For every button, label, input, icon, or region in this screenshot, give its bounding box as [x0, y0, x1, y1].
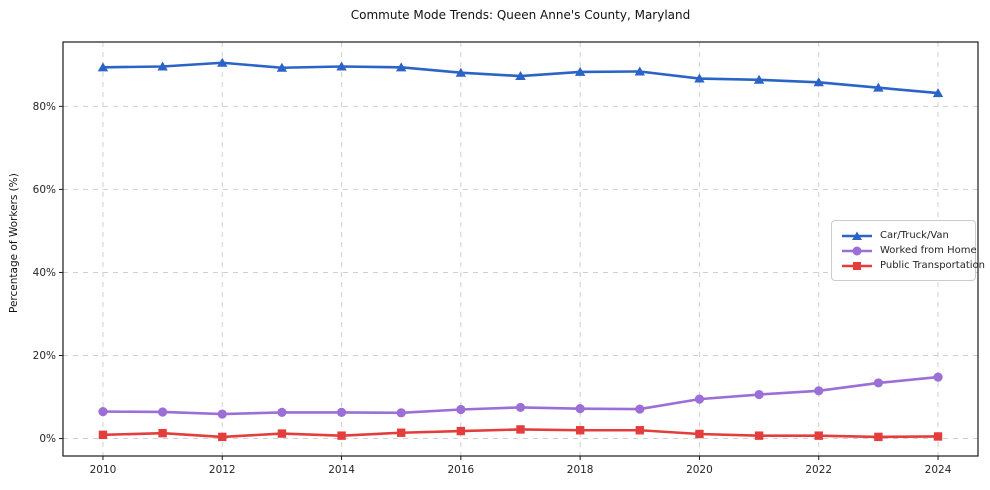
triangle-legend-marker-icon — [842, 231, 872, 240]
data-point-triangle — [396, 62, 407, 72]
data-point-circle — [575, 404, 585, 414]
data-point-square — [635, 426, 644, 435]
data-point-square — [98, 430, 108, 440]
legend-entry: Public Transportation — [841, 258, 985, 273]
x-tick-label: 2024 — [925, 464, 952, 476]
y-tick-label: 80% — [33, 101, 56, 113]
data-point-triangle — [634, 66, 645, 76]
data-point-square — [158, 428, 167, 438]
data-point-square — [933, 432, 943, 441]
x-tick-label: 2012 — [209, 464, 236, 476]
data-point-triangle — [336, 61, 347, 71]
data-point-triangle — [813, 77, 824, 87]
data-point-circle — [933, 372, 943, 382]
data-point-circle — [456, 404, 466, 415]
data-point-triangle — [753, 74, 765, 84]
data-point-circle — [814, 386, 824, 396]
data-point-square — [754, 431, 764, 440]
data-point-circle — [158, 407, 168, 417]
data-point-triangle — [455, 67, 467, 77]
data-point-circle — [635, 404, 645, 414]
data-point-triangle — [157, 61, 168, 71]
data-point-square — [277, 429, 287, 438]
data-point-square — [575, 426, 585, 435]
x-tick-label: 2022 — [805, 464, 832, 476]
data-point-square — [814, 431, 823, 440]
square-legend-marker-icon — [842, 261, 872, 270]
legend-entry: Worked from Home — [841, 243, 977, 258]
data-point-triangle — [276, 62, 288, 72]
data-point-square — [516, 425, 525, 434]
legend-label: Public Transportation — [880, 260, 985, 271]
x-tick-label: 2014 — [328, 464, 355, 476]
data-point-triangle — [694, 73, 705, 83]
data-point-circle — [217, 409, 227, 419]
plot-border — [62, 41, 979, 457]
x-tick-label: 2020 — [686, 464, 713, 476]
data-point-circle — [754, 389, 764, 400]
data-point-square — [695, 429, 704, 439]
circle-legend-marker-icon — [842, 246, 872, 255]
y-tick-label: 0% — [39, 433, 56, 445]
x-tick-label: 2018 — [567, 464, 594, 476]
y-tick-label: 60% — [33, 184, 56, 196]
data-point-circle — [277, 407, 287, 417]
data-point-circle — [873, 378, 883, 388]
data-point-square — [456, 426, 466, 436]
data-point-circle — [396, 408, 406, 418]
data-point-circle — [336, 407, 347, 417]
data-point-triangle — [932, 88, 944, 98]
data-point-square — [218, 432, 227, 442]
data-point-circle — [98, 406, 108, 417]
data-point-circle — [515, 402, 526, 413]
data-point-triangle — [574, 66, 586, 76]
y-tick-label: 20% — [33, 350, 56, 362]
data-point-circle — [694, 394, 705, 404]
y-tick-label: 40% — [33, 267, 56, 279]
data-point-triangle — [217, 57, 228, 67]
data-point-square — [397, 428, 406, 437]
legend-label: Car/Truck/Van — [880, 230, 949, 241]
legend-entry: Car/Truck/Van — [841, 228, 966, 243]
x-tick-label: 2010 — [90, 464, 117, 476]
data-point-triangle — [97, 62, 109, 72]
data-point-triangle — [515, 71, 526, 81]
x-tick-label: 2016 — [447, 464, 474, 476]
chart-title: Commute Mode Trends: Queen Anne's County… — [350, 8, 691, 22]
data-point-triangle — [873, 82, 884, 92]
data-point-square — [874, 432, 883, 442]
legend: Car/Truck/Van Worked from Home Public Tran… — [831, 220, 985, 281]
data-point-square — [337, 431, 346, 440]
legend-label: Worked from Home — [880, 245, 977, 256]
y-axis-label: Percentage of Workers (%) — [8, 173, 20, 313]
